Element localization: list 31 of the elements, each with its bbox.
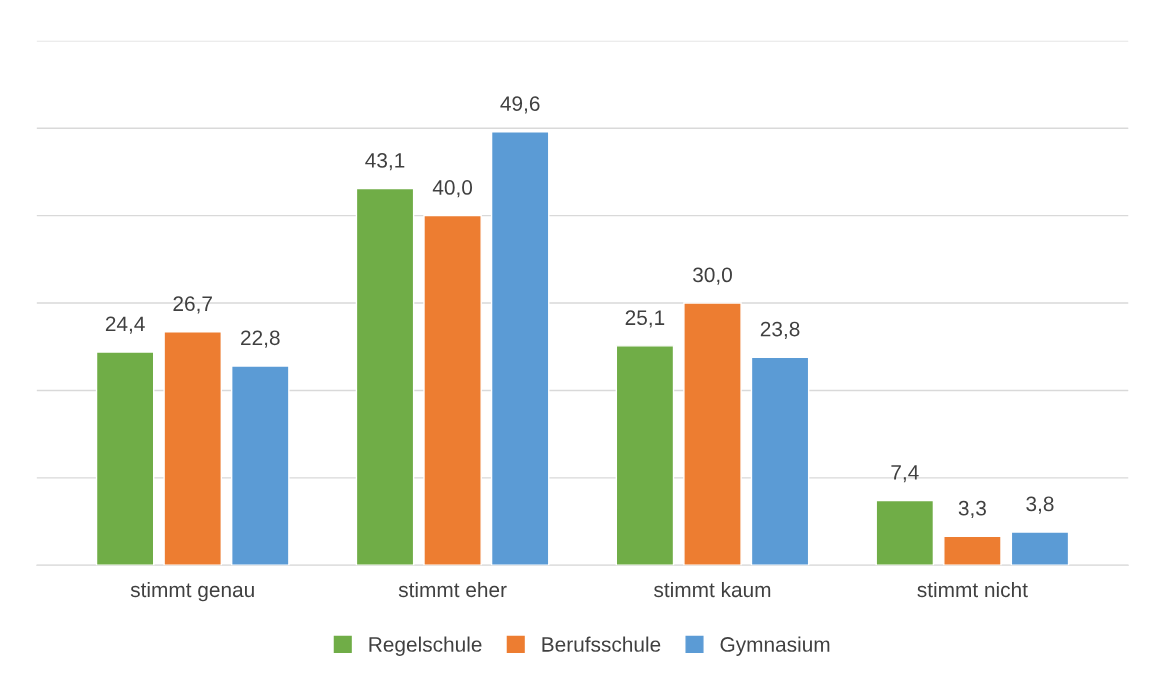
bar — [683, 302, 742, 566]
bar — [230, 365, 290, 566]
data-label: 30,0 — [693, 267, 732, 285]
bar — [423, 214, 482, 566]
data-label: 23,8 — [760, 321, 800, 339]
data-label: 3,3 — [958, 500, 986, 519]
data-label: 7,4 — [891, 465, 919, 483]
x-tick-label: stimmt kaum — [654, 581, 771, 598]
data-label: 43,1 — [365, 153, 405, 171]
x-tick-label: stimmt nicht — [917, 581, 1028, 598]
bar — [490, 131, 550, 566]
bar — [875, 499, 935, 566]
data-label: 26,7 — [173, 296, 212, 314]
bar — [163, 331, 222, 566]
bar — [355, 187, 415, 566]
data-label: 3,8 — [1026, 496, 1054, 514]
legend-label: Berufsschule — [542, 636, 661, 652]
data-label: 25,1 — [625, 310, 665, 328]
data-label: 40,0 — [432, 180, 473, 198]
bar — [943, 535, 1002, 566]
legend-label: Regelschule — [369, 636, 482, 656]
x-tick-label: stimmt genau — [130, 581, 254, 602]
data-label: 24,4 — [105, 316, 145, 334]
data-label: 49,6 — [500, 96, 540, 114]
legend-label: Gymnasium — [720, 636, 830, 656]
bar — [95, 351, 155, 566]
bar — [750, 356, 810, 566]
x-tick-label: stimmt eher — [398, 581, 507, 598]
bar — [1010, 531, 1070, 566]
bar — [615, 345, 675, 566]
data-label: 22,8 — [241, 330, 280, 348]
